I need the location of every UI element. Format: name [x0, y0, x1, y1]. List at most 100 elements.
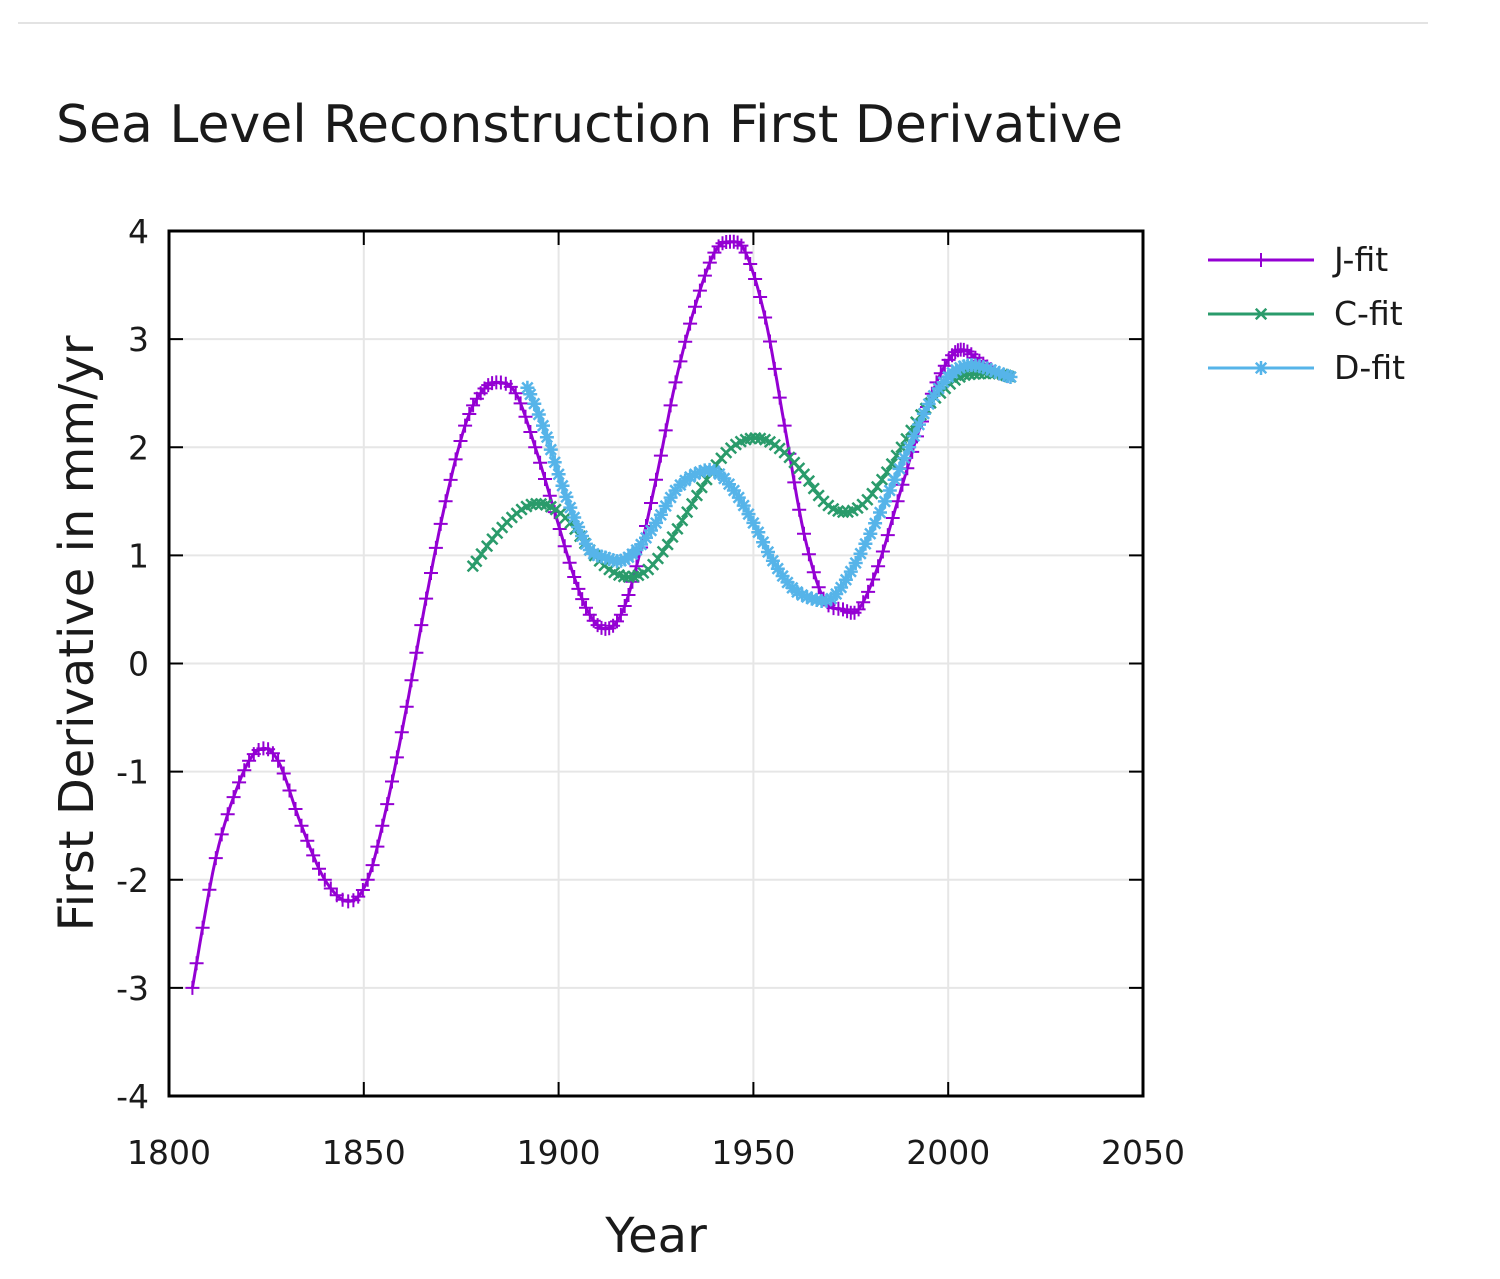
data-point: [763, 334, 777, 349]
data-point: [663, 398, 678, 413]
data-point: [508, 386, 523, 401]
data-point: [765, 553, 780, 568]
data-point: [579, 600, 593, 615]
data-point: [557, 539, 572, 554]
data-point: [875, 473, 889, 486]
data-point: [563, 500, 578, 515]
data-point: [838, 572, 853, 587]
data-point: [433, 516, 448, 531]
data-point: [756, 535, 771, 550]
data-point: [671, 522, 684, 535]
data-point: [586, 546, 601, 561]
data-point: [195, 920, 210, 935]
data-point: [956, 342, 971, 357]
data-point: [394, 725, 409, 740]
y-tick-label: -1: [116, 753, 149, 792]
data-point: [528, 440, 543, 455]
legend-item-j-fit: J-fit: [1208, 240, 1388, 279]
x-tick-label: 1900: [517, 1133, 601, 1172]
data-point: [683, 470, 698, 484]
data-point: [575, 529, 589, 543]
data-point: [661, 538, 674, 551]
data-point: [547, 455, 562, 470]
data-point: [892, 461, 907, 476]
data-point: [772, 390, 787, 405]
data-point: [988, 364, 1002, 379]
data-point: [658, 499, 673, 513]
data-point: [613, 607, 628, 622]
data-point: [237, 763, 252, 778]
data-point: [921, 397, 936, 411]
data-point: [722, 477, 736, 492]
data-point: [748, 272, 763, 286]
data-point: [797, 526, 811, 541]
legend-marker: [1254, 361, 1268, 375]
legend-label: C-fit: [1334, 294, 1403, 333]
data-point: [895, 477, 910, 492]
data-point: [571, 581, 586, 596]
data-point: [863, 526, 878, 541]
series-j-fit: [185, 234, 1018, 995]
data-point: [649, 515, 663, 530]
data-point: [317, 872, 332, 887]
data-point: [644, 496, 658, 510]
data-point: [743, 257, 758, 271]
chart-frame: Sea Level Reconstruction First Derivativ…: [18, 22, 1428, 1269]
data-point: [552, 522, 567, 536]
data-point: [902, 440, 917, 455]
data-point: [926, 388, 941, 403]
data-point: [996, 367, 1011, 382]
legend-item-c-fit: C-fit: [1208, 294, 1403, 333]
data-point: [531, 407, 546, 422]
data-point: [428, 540, 443, 555]
data-point: [653, 507, 668, 522]
data-point: [819, 593, 834, 608]
data-point: [288, 802, 303, 816]
chart-title: Sea Level Reconstruction First Derivativ…: [56, 95, 1123, 155]
data-point: [885, 511, 900, 525]
x-tick-label: 2050: [1101, 1133, 1185, 1172]
data-point: [617, 599, 632, 613]
data-point: [984, 363, 999, 378]
data-point: [866, 487, 879, 500]
data-point: [294, 818, 309, 833]
data-point: [992, 366, 1007, 380]
data-point: [912, 417, 926, 432]
data-point: [804, 591, 819, 606]
data-point: [520, 380, 535, 395]
data-point: [1003, 370, 1018, 384]
x-tick-label: 1950: [711, 1133, 795, 1172]
data-point: [868, 516, 883, 531]
data-point: [300, 833, 315, 848]
data-point: [897, 451, 912, 466]
data-point: [761, 545, 775, 559]
data-point: [409, 645, 424, 660]
data-point: [931, 381, 946, 396]
data-point: [575, 592, 590, 607]
data-point: [414, 618, 429, 633]
x-tick-label: 1800: [127, 1133, 211, 1172]
data-point: [861, 584, 876, 599]
data-point: [189, 956, 204, 971]
series-d-fit: [520, 358, 1018, 608]
data-point: [453, 434, 468, 448]
series-c-fit: [466, 367, 1017, 584]
data-point: [907, 429, 922, 444]
data-point: [685, 497, 699, 510]
data-point: [885, 457, 898, 471]
data-point: [848, 556, 863, 570]
data-point: [470, 555, 483, 568]
grid: [169, 231, 1143, 1096]
data-point: [543, 442, 558, 457]
data-point: [707, 464, 722, 478]
data-point: [555, 478, 570, 493]
data-point: [513, 396, 528, 411]
data-point: [202, 882, 217, 897]
data-point: [282, 783, 297, 798]
data-point: [370, 839, 385, 854]
data-point: [731, 490, 746, 505]
data-point: [851, 602, 866, 617]
legend-marker: [1254, 253, 1268, 267]
y-tick-label: 2: [128, 428, 149, 467]
data-point: [856, 595, 871, 610]
